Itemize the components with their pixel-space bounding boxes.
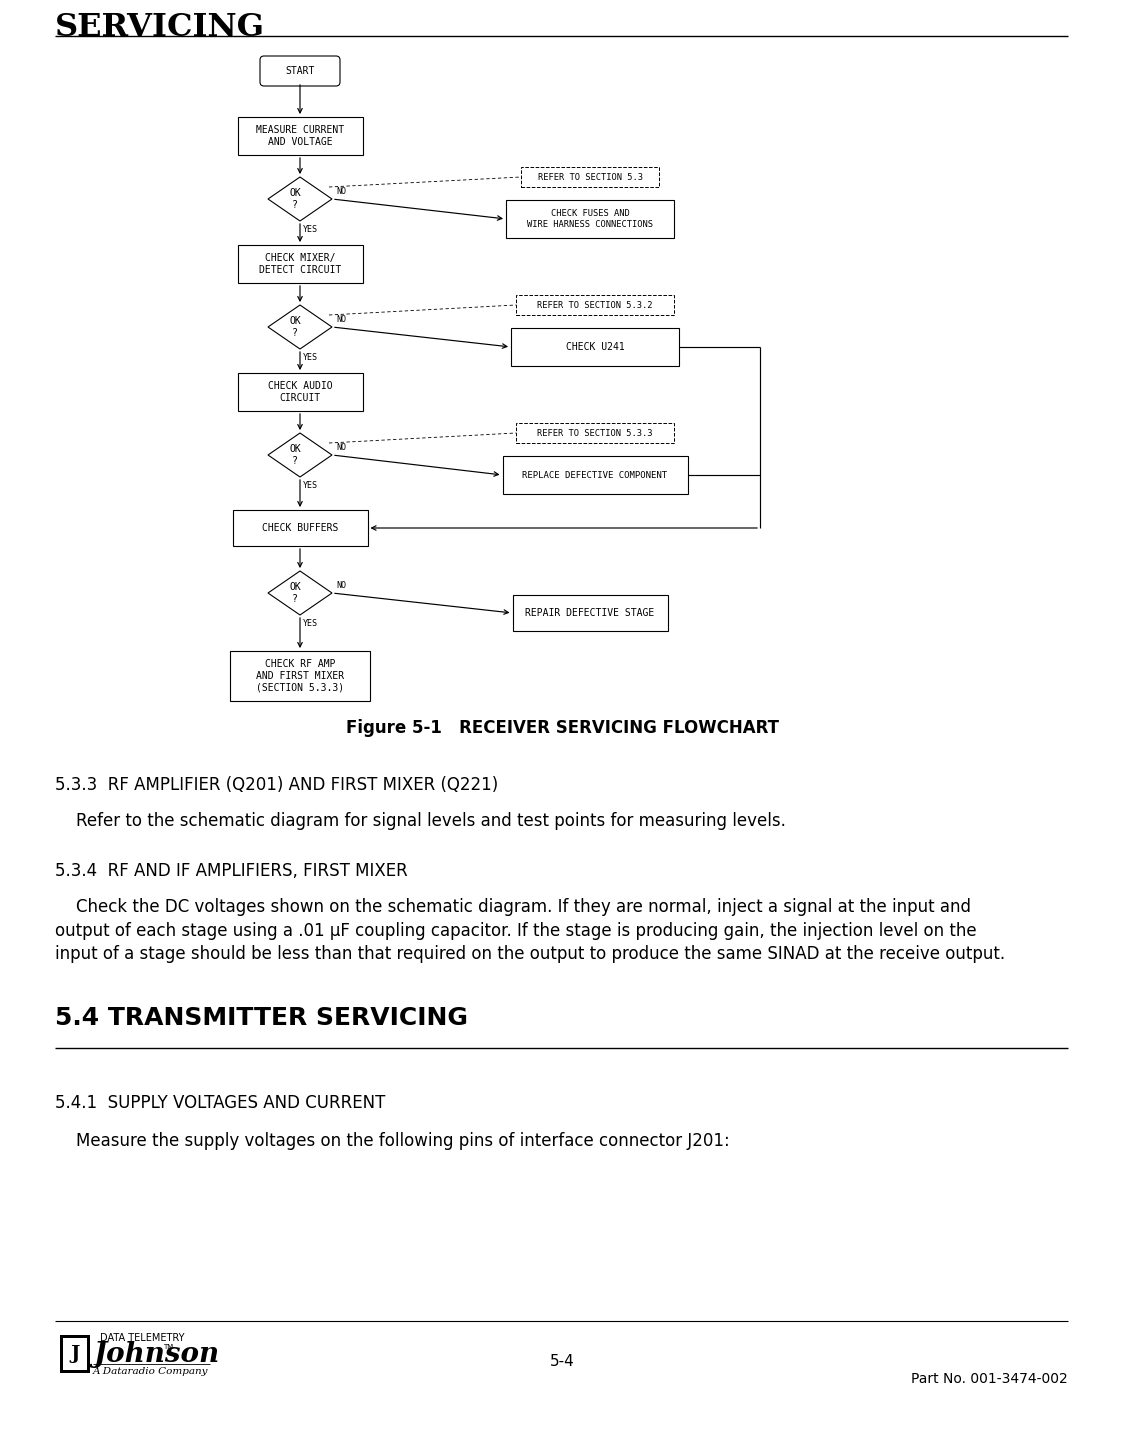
Polygon shape [268, 572, 332, 615]
Text: A Dataradio Company: A Dataradio Company [93, 1367, 208, 1377]
Bar [516, 294, 674, 314]
Bar [63, 1338, 87, 1370]
Text: CHECK FUSES AND
WIRE HARNESS CONNECTIONS: CHECK FUSES AND WIRE HARNESS CONNECTIONS [527, 210, 653, 228]
Text: TM: TM [163, 1344, 173, 1350]
Text: NO: NO [336, 187, 346, 195]
Bar [506, 200, 674, 238]
Bar [237, 373, 363, 411]
Text: Measure the supply voltages on the following pins of interface connector J201:: Measure the supply voltages on the follo… [55, 1132, 729, 1150]
Text: Refer to the schematic diagram for signal levels and test points for measuring l: Refer to the schematic diagram for signa… [55, 811, 786, 830]
Text: 5.4.1  SUPPLY VOLTAGES AND CURRENT: 5.4.1 SUPPLY VOLTAGES AND CURRENT [55, 1094, 386, 1111]
Bar [516, 424, 674, 442]
Bar [502, 457, 688, 494]
Text: 5.4 TRANSMITTER SERVICING: 5.4 TRANSMITTER SERVICING [55, 1007, 468, 1030]
Text: YES: YES [303, 353, 318, 362]
Text: Johnson: Johnson [93, 1340, 219, 1367]
Text: NO: NO [336, 314, 346, 325]
Text: J: J [71, 1346, 80, 1363]
Polygon shape [268, 177, 332, 221]
Text: REFER TO SECTION 5.3.3: REFER TO SECTION 5.3.3 [537, 428, 653, 438]
Text: Figure 5-1   RECEIVER SERVICING FLOWCHART: Figure 5-1 RECEIVER SERVICING FLOWCHART [345, 719, 779, 737]
Text: OK
?: OK ? [289, 444, 301, 465]
Bar [60, 1335, 90, 1373]
Polygon shape [268, 434, 332, 477]
Text: 5.3.4  RF AND IF AMPLIFIERS, FIRST MIXER: 5.3.4 RF AND IF AMPLIFIERS, FIRST MIXER [55, 862, 408, 880]
Text: Check the DC voltages shown on the schematic diagram. If they are normal, inject: Check the DC voltages shown on the schem… [55, 898, 1005, 964]
Text: NO: NO [336, 582, 346, 590]
Text: CHECK AUDIO
CIRCUIT: CHECK AUDIO CIRCUIT [268, 381, 333, 404]
Bar [230, 651, 370, 701]
Text: DATA TELEMETRY: DATA TELEMETRY [100, 1333, 184, 1343]
Text: OK
?: OK ? [289, 316, 301, 337]
FancyBboxPatch shape [260, 56, 339, 86]
Text: 5-4: 5-4 [550, 1354, 574, 1369]
Text: REFER TO SECTION 5.3: REFER TO SECTION 5.3 [537, 172, 643, 181]
Text: YES: YES [303, 619, 318, 628]
Text: YES: YES [303, 225, 318, 234]
Text: REPLACE DEFECTIVE COMPONENT: REPLACE DEFECTIVE COMPONENT [523, 471, 668, 480]
Text: MEASURE CURRENT
AND VOLTAGE: MEASURE CURRENT AND VOLTAGE [256, 125, 344, 146]
Bar [511, 327, 679, 366]
Bar [513, 595, 668, 630]
Text: CHECK RF AMP
AND FIRST MIXER
(SECTION 5.3.3): CHECK RF AMP AND FIRST MIXER (SECTION 5.… [256, 659, 344, 692]
Text: REFER TO SECTION 5.3.2: REFER TO SECTION 5.3.2 [537, 300, 653, 310]
Text: CHECK BUFFERS: CHECK BUFFERS [262, 523, 338, 533]
Text: SERVICING: SERVICING [55, 11, 265, 43]
Text: 5.3.3  RF AMPLIFIER (Q201) AND FIRST MIXER (Q221): 5.3.3 RF AMPLIFIER (Q201) AND FIRST MIXE… [55, 775, 498, 794]
Bar [233, 510, 368, 546]
Text: START: START [285, 66, 315, 76]
Text: REPAIR DEFECTIVE STAGE: REPAIR DEFECTIVE STAGE [525, 607, 654, 617]
Text: NO: NO [336, 442, 346, 452]
Text: OK
?: OK ? [289, 582, 301, 603]
Text: CHECK MIXER/
DETECT CIRCUIT: CHECK MIXER/ DETECT CIRCUIT [259, 253, 341, 274]
Text: OK
?: OK ? [289, 188, 301, 210]
Bar [522, 167, 659, 187]
Bar [237, 116, 363, 155]
Text: Part No. 001-3474-002: Part No. 001-3474-002 [912, 1371, 1068, 1386]
Text: CHECK U241: CHECK U241 [565, 342, 624, 352]
Bar [237, 246, 363, 283]
Polygon shape [268, 304, 332, 349]
Text: YES: YES [303, 481, 318, 490]
